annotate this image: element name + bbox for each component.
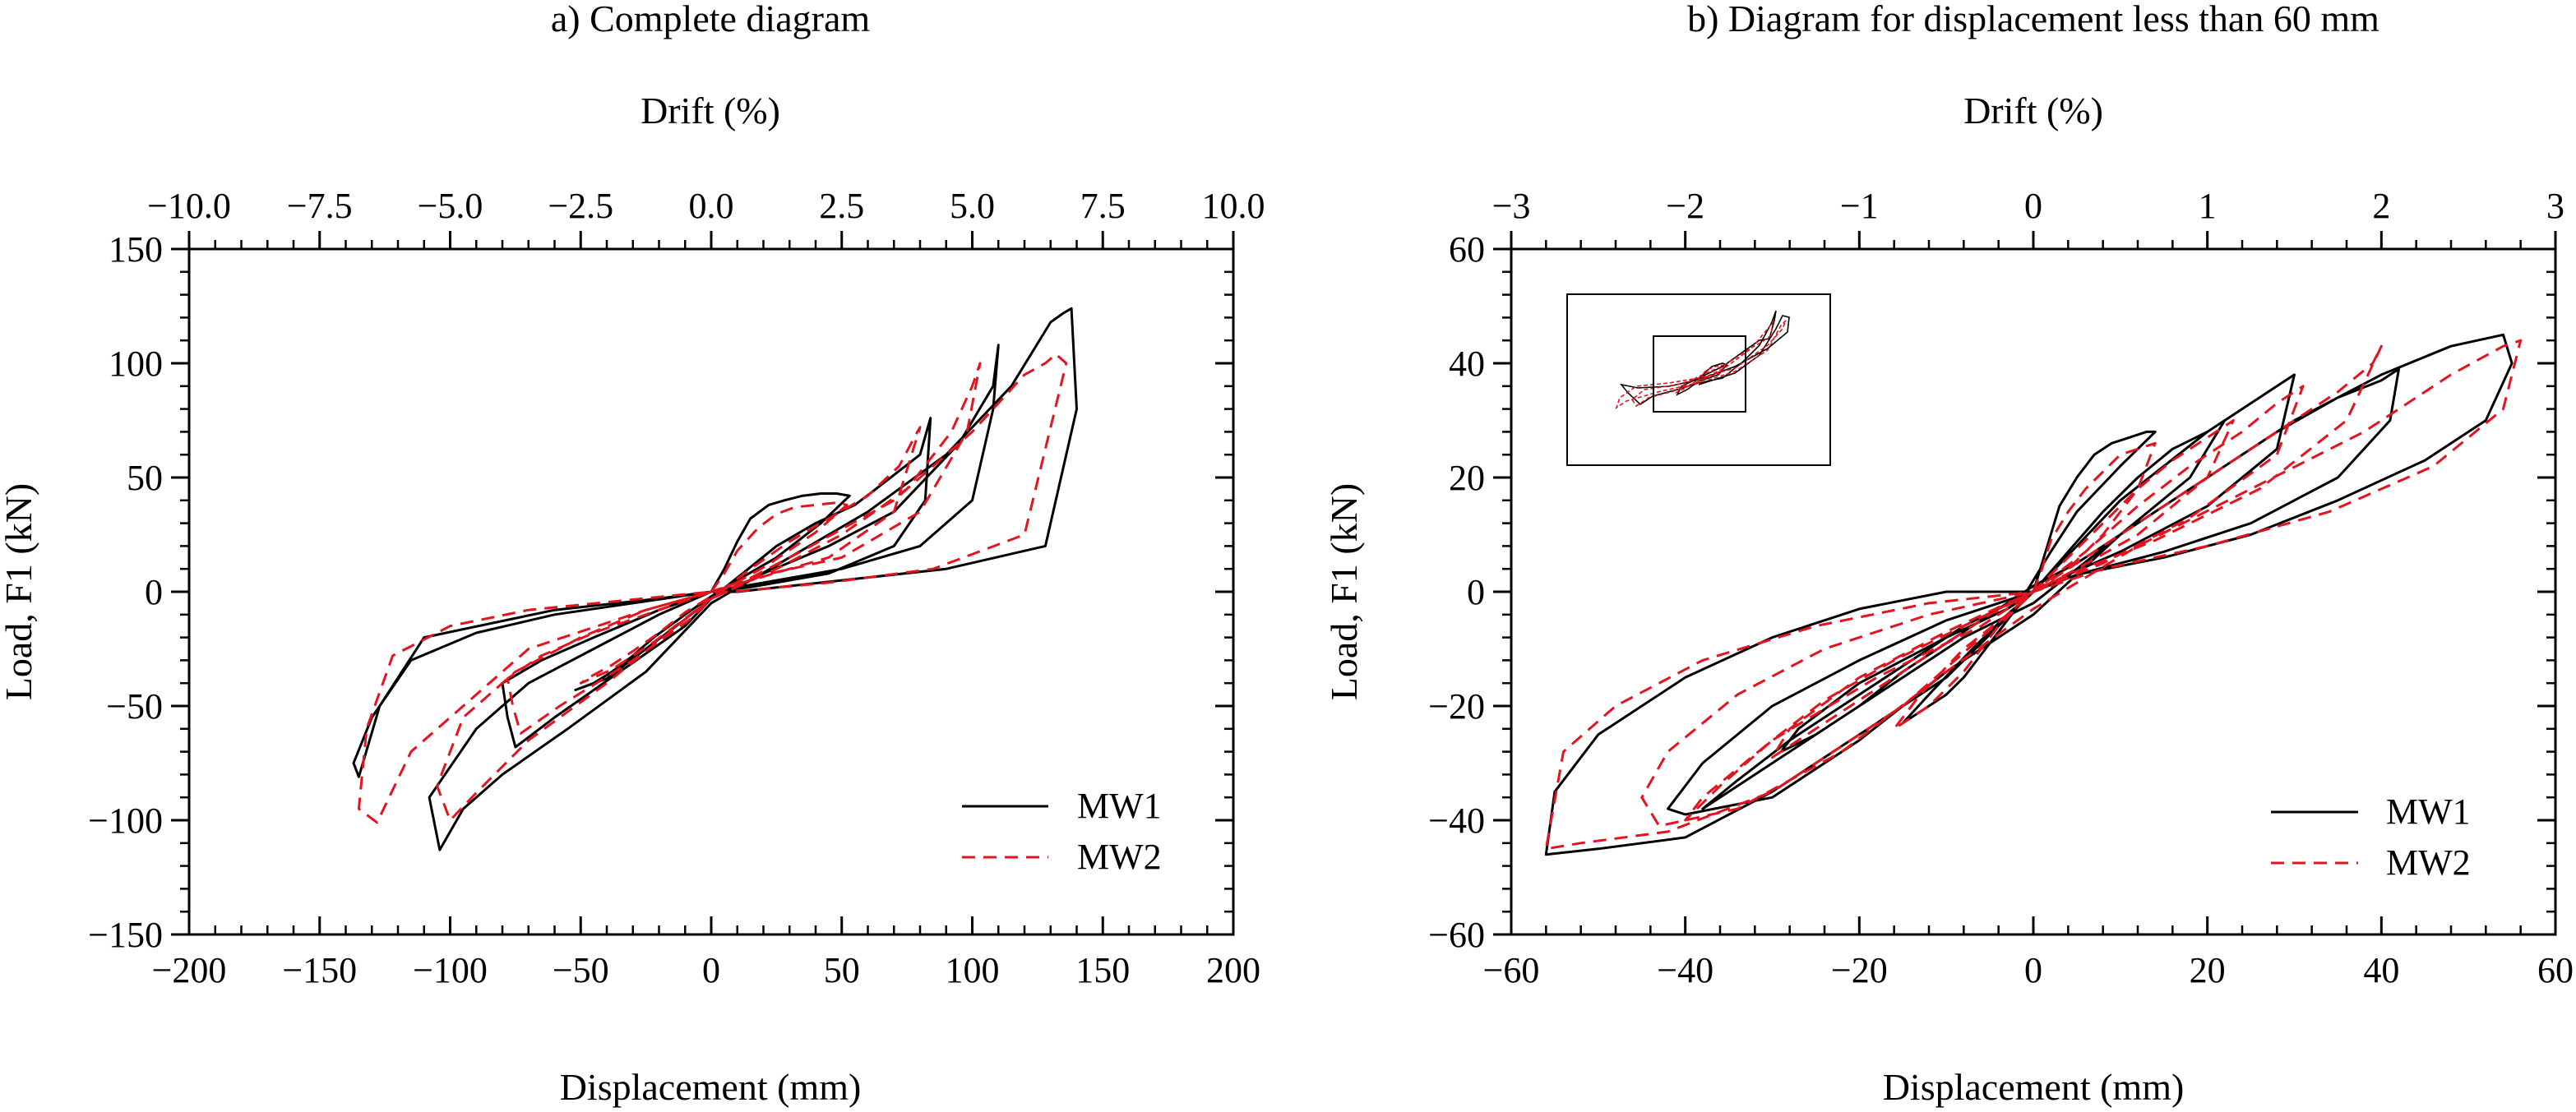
x2-tick-label: −5.0 xyxy=(418,186,483,226)
x2-tick-label: 1 xyxy=(2199,186,2217,226)
y-tick-label: 100 xyxy=(109,344,163,384)
panel-b-legend-mw1-label: MW1 xyxy=(2386,791,2471,832)
inset-frame xyxy=(1566,293,1831,466)
x-tick-label: 50 xyxy=(824,950,860,990)
y-tick-label: 0 xyxy=(1467,572,1485,612)
x2-tick-label: −7.5 xyxy=(287,186,353,226)
panel-a-complete-diagram: a) Complete diagram Drift (%) Displaceme… xyxy=(0,0,1265,1108)
x-tick-label: −60 xyxy=(1483,950,1540,990)
y-tick-label: 60 xyxy=(1449,229,1485,270)
panel-a-drift-label: Drift (%) xyxy=(641,90,780,132)
panel-a-y-axis-label: Load, F1 (kN) xyxy=(0,483,39,700)
x2-tick-label: −2.5 xyxy=(548,186,613,226)
panel-b-legend: MW1 MW2 xyxy=(2271,791,2471,883)
x-tick-label: −100 xyxy=(413,950,488,990)
y-tick-label: 150 xyxy=(109,229,163,270)
x2-tick-label: 5.0 xyxy=(950,186,995,226)
panel-b-x-axis-label: Displacement (mm) xyxy=(1883,1066,2185,1108)
y-tick-label: −60 xyxy=(1428,915,1485,955)
x2-tick-label: −3 xyxy=(1492,186,1531,226)
y-tick-label: 40 xyxy=(1449,344,1485,384)
y-tick-label: −40 xyxy=(1428,801,1485,841)
y-tick-label: −20 xyxy=(1428,686,1485,727)
x2-tick-label: 7.5 xyxy=(1080,186,1126,226)
x-tick-label: 60 xyxy=(2537,950,2574,990)
panel-b-y-axis-label: Load, F1 (kN) xyxy=(1323,483,1365,700)
panel-b-plot-frame xyxy=(1510,247,2557,936)
y-tick-label: −150 xyxy=(88,915,163,955)
x2-tick-label: 10.0 xyxy=(1202,186,1265,226)
panel-a-x-axis-label: Displacement (mm) xyxy=(560,1066,862,1108)
x2-tick-label: −2 xyxy=(1666,186,1704,226)
x-tick-label: −50 xyxy=(553,950,609,990)
inset-mw1-line xyxy=(1620,310,1790,406)
panel-b-series xyxy=(1544,333,2523,856)
inset-series xyxy=(1620,310,1790,406)
x2-tick-label: −1 xyxy=(1840,186,1879,226)
y-tick-label: 50 xyxy=(127,458,163,498)
inset-mw2-line xyxy=(1615,320,1787,409)
x2-tick-label: 0.0 xyxy=(689,186,734,226)
x-tick-label: 200 xyxy=(1206,950,1260,990)
panel-a-series xyxy=(352,307,1078,851)
x-tick-label: −40 xyxy=(1657,950,1713,990)
x2-tick-label: −10.0 xyxy=(147,186,231,226)
series-mw1-line xyxy=(352,307,1078,851)
x-tick-label: −20 xyxy=(1831,950,1888,990)
x-tick-label: −200 xyxy=(152,950,227,990)
y-tick-label: 0 xyxy=(145,572,163,612)
series-mw2-line xyxy=(1544,339,2523,851)
x-tick-label: 100 xyxy=(946,950,1000,990)
x2-tick-label: 2.5 xyxy=(819,186,864,226)
panel-b-inset xyxy=(1566,293,1831,466)
x-tick-label: 0 xyxy=(2024,950,2042,990)
x2-tick-label: 2 xyxy=(2372,186,2390,226)
x2-tick-label: 3 xyxy=(2546,186,2564,226)
panel-a-plot-frame xyxy=(187,247,1235,936)
y-tick-label: −50 xyxy=(106,686,163,727)
y-tick-label: −100 xyxy=(88,801,163,841)
panel-a-legend-mw1-label: MW1 xyxy=(1077,786,1162,826)
inset-series-red xyxy=(1615,320,1787,409)
panel-a-legend-mw2-label: MW2 xyxy=(1077,837,1162,877)
x-tick-label: 0 xyxy=(702,950,720,990)
x-tick-label: 150 xyxy=(1075,950,1130,990)
y-tick-label: 20 xyxy=(1449,458,1485,498)
panel-b-zoomed-diagram: b) Diagram for displacement less than 60… xyxy=(1323,0,2574,1108)
panel-b-drift-label: Drift (%) xyxy=(1963,90,2103,132)
inset-zoom-region xyxy=(1653,335,1746,413)
x-tick-label: 20 xyxy=(2190,950,2226,990)
panel-b-legend-mw2-label: MW2 xyxy=(2386,842,2471,883)
series-mw2-line xyxy=(357,353,1068,824)
panel-a-legend: MW1 MW2 xyxy=(962,786,1162,877)
x-tick-label: −150 xyxy=(282,950,357,990)
x-tick-label: 40 xyxy=(2363,950,2399,990)
panel-a-title: a) Complete diagram xyxy=(551,0,871,39)
panel-b-ticks: −60 −40 −20 0 20 40 60−3 −2 −1 0 1 2 3−60−40−2002040… xyxy=(1428,186,2574,990)
panel-a-ticks: −200 −150 −100 −50 0 50 100 150 200−10.0 −7.5 −5.0… xyxy=(88,186,1265,990)
x2-tick-label: 0 xyxy=(2024,186,2042,226)
panel-b-title: b) Diagram for displacement less than 60… xyxy=(1687,0,2379,39)
